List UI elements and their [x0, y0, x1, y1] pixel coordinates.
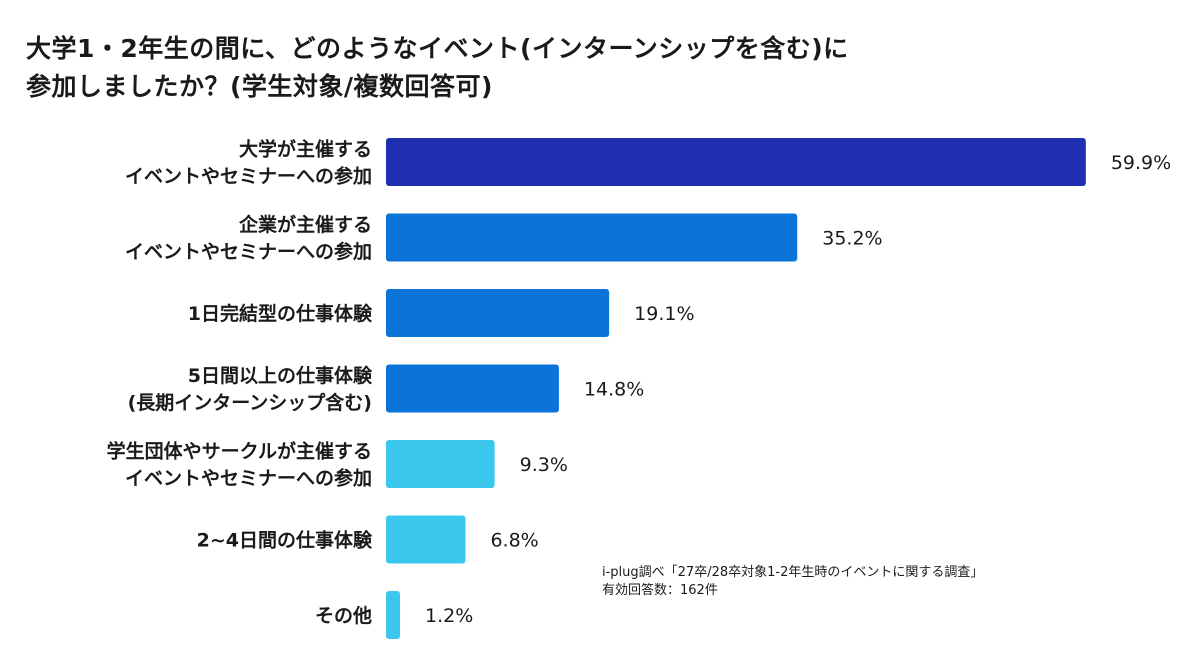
- bar: [386, 364, 559, 413]
- chart-title-line-2: 参加しましたか？(学生対象/複数回答可): [26, 72, 493, 101]
- data-label: 1.2%: [425, 605, 473, 627]
- source-note-line-1: i-plug調べ「27卒/28卒対象1-2年生時のイベントに関する調査」: [602, 565, 984, 580]
- data-label: 19.1%: [634, 303, 694, 325]
- chart-title: 大学1・2年生の間に、どのようなイベント(インターンシップを含む)に 参加しまし…: [26, 30, 1026, 106]
- category-label: イベントやセミナーへの参加: [125, 467, 372, 490]
- bar: [386, 591, 401, 639]
- bar: [386, 213, 798, 262]
- category-label: 1日完結型の仕事体験: [188, 302, 373, 325]
- source-note-line-2: 有効回答数：162件: [602, 583, 718, 598]
- data-label: 14.8%: [584, 379, 644, 401]
- bar: [386, 440, 495, 488]
- category-label: 企業が主催する: [238, 213, 372, 236]
- bar: [386, 289, 610, 337]
- data-label: 35.2%: [822, 228, 882, 250]
- category-label: 大学が主催する: [239, 138, 372, 161]
- category-label: 5日間以上の仕事体験: [188, 364, 373, 387]
- category-label: 2~4日間の仕事体験: [197, 529, 373, 552]
- source-note: i-plug調べ「27卒/28卒対象1-2年生時のイベントに関する調査」 有効回…: [602, 564, 983, 600]
- data-label: 59.9%: [1111, 152, 1171, 174]
- data-label: 9.3%: [520, 454, 568, 476]
- bar: [386, 515, 466, 564]
- bar: [386, 138, 1086, 186]
- category-label: 学生団体やサークルが主催する: [107, 440, 372, 463]
- category-label: イベントやセミナーへの参加: [125, 240, 372, 263]
- category-label: その他: [315, 604, 372, 627]
- chart-title-line-1: 大学1・2年生の間に、どのようなイベント(インターンシップを含む)に: [26, 34, 849, 63]
- category-label: イベントやセミナーへの参加: [125, 165, 372, 188]
- data-label: 6.8%: [490, 530, 538, 552]
- category-label: (長期インターンシップ含む): [128, 391, 372, 414]
